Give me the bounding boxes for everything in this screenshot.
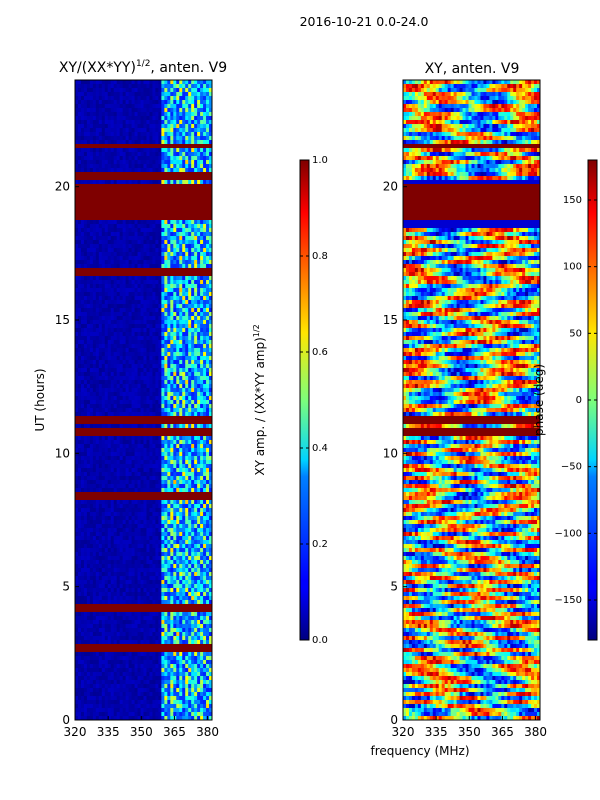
- x-tick-label: 320: [64, 725, 87, 739]
- colorbar-tick-label: −50: [561, 462, 582, 473]
- y-tick-label: 20: [383, 180, 398, 194]
- x-tick-label: 380: [524, 725, 547, 739]
- amplitude-panel: XY/(XX*YY)1/2, anten. V9 320 335 350 365 380…: [33, 59, 227, 739]
- colorbar-tick-label: 50: [569, 328, 582, 339]
- x-tick-label: 320: [392, 725, 415, 739]
- y-tick-label: 0: [62, 713, 70, 727]
- phase-heatmap: [402, 79, 541, 721]
- colorbar-tick-label: 0.2: [312, 539, 328, 550]
- x-tick-label: 380: [196, 725, 219, 739]
- amplitude-colorbar: 0.0 0.2 0.4 0.6 0.8 1.0 XY amp. / (XX*YY amp)…: [252, 155, 328, 646]
- x-tick-label: 350: [458, 725, 481, 739]
- colorbar-tick-label: 0: [576, 395, 582, 406]
- amplitude-colorbar-label: XY amp. / (XX*YY amp)1/2: [252, 324, 267, 475]
- amplitude-y-label: UT (hours): [33, 368, 47, 431]
- x-tick-label: 365: [491, 725, 514, 739]
- amplitude-x-axis: 320 335 350 365 380: [64, 716, 219, 739]
- colorbar-tick-label: −150: [555, 595, 582, 606]
- amplitude-y-axis: 0 5 10 15 20: [55, 180, 79, 727]
- x-tick-label: 335: [97, 725, 120, 739]
- phase-panel: XY, anten. V9 320 335 350 365 380 0 5 10 15 20: [383, 61, 547, 739]
- colorbar-tick-label: −100: [555, 528, 582, 539]
- shared-x-label: frequency (MHz): [370, 744, 469, 758]
- y-tick-label: 15: [55, 313, 70, 327]
- phase-colorbar-label: phase (deg): [532, 364, 546, 436]
- y-tick-label: 5: [390, 580, 398, 594]
- phase-x-axis: 320 335 350 365 380: [392, 716, 547, 739]
- amplitude-colorbar-gradient: [299, 159, 310, 641]
- phase-panel-title: XY, anten. V9: [425, 61, 520, 77]
- colorbar-tick-label: 0.6: [312, 347, 328, 358]
- amplitude-colorbar-ticks: 0.0 0.2 0.4 0.6 0.8 1.0: [300, 155, 328, 646]
- y-tick-label: 20: [55, 180, 70, 194]
- figure-title: 2016-10-21 0.0-24.0: [300, 14, 429, 29]
- colorbar-tick-label: 100: [563, 262, 582, 273]
- amplitude-heatmap: [74, 79, 213, 721]
- colorbar-tick-label: 0.8: [312, 251, 328, 262]
- y-tick-label: 10: [55, 446, 70, 460]
- y-tick-label: 10: [383, 446, 398, 460]
- colorbar-tick-label: 0.4: [312, 443, 328, 454]
- colorbar-tick-label: 150: [563, 195, 582, 206]
- amplitude-panel-title: XY/(XX*YY)1/2, anten. V9: [59, 59, 227, 76]
- x-tick-label: 350: [130, 725, 153, 739]
- x-tick-label: 365: [163, 725, 186, 739]
- colorbar-tick-label: 1.0: [312, 155, 328, 166]
- x-tick-label: 335: [425, 725, 448, 739]
- phase-colorbar-ticks: −150 −100 −50 0 50 100 150: [555, 195, 597, 606]
- y-tick-label: 5: [62, 580, 70, 594]
- y-tick-label: 0: [390, 713, 398, 727]
- phase-y-axis: 0 5 10 15 20: [383, 180, 407, 727]
- phase-colorbar: −150 −100 −50 0 50 100 150 phase (deg): [532, 159, 598, 641]
- y-tick-label: 15: [383, 313, 398, 327]
- colorbar-tick-label: 0.0: [312, 635, 328, 646]
